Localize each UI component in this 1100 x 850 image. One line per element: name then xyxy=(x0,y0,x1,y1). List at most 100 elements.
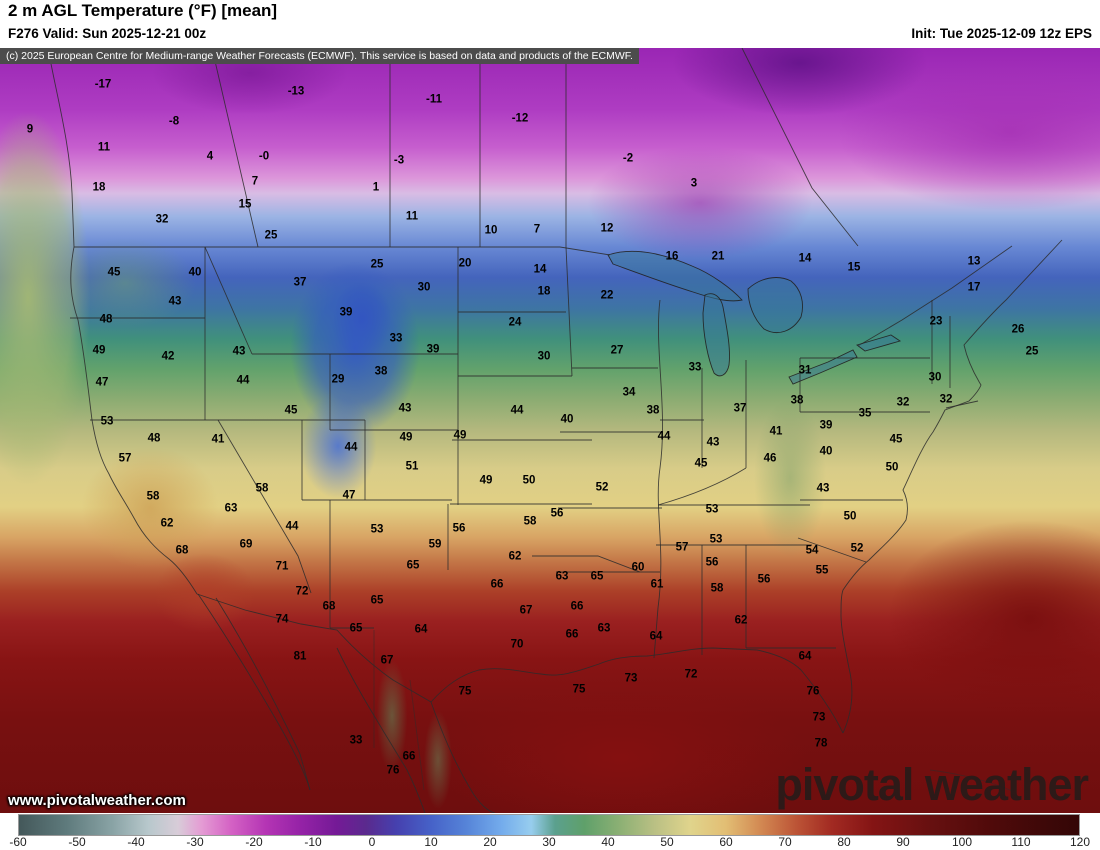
temp-value: 31 xyxy=(798,364,812,377)
temp-value: 73 xyxy=(812,711,826,724)
temp-value: 11 xyxy=(97,141,111,154)
temp-value: 49 xyxy=(92,344,106,357)
colorbar-tick-label: 70 xyxy=(778,835,792,849)
temp-value: 40 xyxy=(560,413,574,426)
temp-value: 47 xyxy=(95,376,109,389)
colorbar-tick-label: 50 xyxy=(660,835,674,849)
temp-value: 65 xyxy=(406,559,420,572)
geo-borders xyxy=(47,48,1063,813)
temp-value: 12 xyxy=(600,222,614,235)
temp-value: 33 xyxy=(389,332,403,345)
temp-value: 81 xyxy=(293,650,307,663)
temp-value: 20 xyxy=(458,257,472,270)
colorbar-tick-label: -10 xyxy=(304,835,322,849)
temp-value: 53 xyxy=(709,533,723,546)
temp-value: 18 xyxy=(92,181,106,194)
temp-value: 32 xyxy=(896,396,910,409)
temp-value: 70 xyxy=(510,638,524,651)
temp-value: 44 xyxy=(285,520,299,533)
temp-value: 75 xyxy=(458,685,472,698)
temp-value: 71 xyxy=(275,560,289,573)
temp-value: 69 xyxy=(239,538,253,551)
temp-value: 44 xyxy=(236,374,250,387)
temp-value: 66 xyxy=(570,600,584,613)
temp-value: 58 xyxy=(146,490,160,503)
map-header: 2 m AGL Temperature (°F) [mean] F276 Val… xyxy=(0,0,1100,48)
temp-value: 25 xyxy=(370,258,384,271)
temp-value: 72 xyxy=(684,668,698,681)
temp-value: 59 xyxy=(428,538,442,551)
temp-value: 25 xyxy=(264,229,278,242)
temp-value: 45 xyxy=(284,404,298,417)
colorbar-tick-label: 10 xyxy=(424,835,438,849)
colorbar-tick-label: 110 xyxy=(1011,835,1031,849)
coastline xyxy=(47,48,1063,792)
temp-value: 56 xyxy=(757,573,771,586)
temp-value: 18 xyxy=(537,285,551,298)
temp-value: 23 xyxy=(929,315,943,328)
temp-value: -13 xyxy=(287,85,305,98)
temp-value: 49 xyxy=(479,474,493,487)
temp-value: 65 xyxy=(590,570,604,583)
temp-value: 32 xyxy=(939,393,953,406)
colorbar-tick-label: 20 xyxy=(483,835,497,849)
temp-value: 40 xyxy=(188,266,202,279)
temp-value: 67 xyxy=(519,604,533,617)
temp-value: 45 xyxy=(889,433,903,446)
temp-value: 58 xyxy=(255,482,269,495)
temp-value: 61 xyxy=(650,578,664,591)
temp-value: 76 xyxy=(386,764,400,777)
temp-value: 52 xyxy=(850,542,864,555)
mexico-borders xyxy=(197,593,496,813)
temp-value: 50 xyxy=(885,461,899,474)
colorbar: -60 -50 -40 -30 -20 -10 0 10 20 30 40 50 60 70 80 90 100… xyxy=(0,813,1100,850)
colorbar-tick-label: 80 xyxy=(837,835,851,849)
temp-value: 66 xyxy=(402,750,416,763)
temp-value: 45 xyxy=(107,266,121,279)
temp-value: 72 xyxy=(295,585,309,598)
colorbar-tick-label: 60 xyxy=(719,835,733,849)
init-time-label: Init: Tue 2025-12-09 12z EPS xyxy=(911,26,1092,41)
temp-value: 40 xyxy=(819,445,833,458)
temp-value: 13 xyxy=(967,255,981,268)
temp-value: 26 xyxy=(1011,323,1025,336)
temp-value: 56 xyxy=(452,522,466,535)
colorbar-tick-label: 90 xyxy=(896,835,910,849)
temp-value: 11 xyxy=(405,210,419,223)
valid-time-label: F276 Valid: Sun 2025-12-21 00z xyxy=(8,26,207,41)
brand-watermark: pivotal weather xyxy=(775,759,1089,810)
temp-value: 16 xyxy=(665,250,679,263)
temp-value: 51 xyxy=(405,460,419,473)
temp-value: 45 xyxy=(694,457,708,470)
temp-value: 3 xyxy=(690,177,698,190)
temp-value: 30 xyxy=(417,281,431,294)
temp-value: 41 xyxy=(769,425,783,438)
temp-value: 14 xyxy=(798,252,812,265)
temp-value: -11 xyxy=(426,93,442,106)
map-title: 2 m AGL Temperature (°F) [mean] xyxy=(8,1,278,20)
temp-value: 44 xyxy=(344,441,358,454)
temp-value: 49 xyxy=(399,431,413,444)
temp-value: 57 xyxy=(675,541,689,554)
temp-value: 46 xyxy=(763,452,777,465)
temp-value: 49 xyxy=(453,429,467,442)
temp-value: 38 xyxy=(374,365,388,378)
temp-value: 37 xyxy=(733,402,747,415)
temp-value: 15 xyxy=(238,198,252,211)
temp-value: 30 xyxy=(928,371,942,384)
temp-value: 48 xyxy=(99,313,113,326)
temp-value: 62 xyxy=(734,614,748,627)
temp-value: 39 xyxy=(426,343,440,356)
colorbar-tick-label: 30 xyxy=(542,835,556,849)
temp-value: 54 xyxy=(805,544,819,557)
temp-value: 39 xyxy=(819,419,833,432)
temp-value: 1 xyxy=(372,181,380,194)
temp-value: 43 xyxy=(398,402,412,415)
temp-value: 43 xyxy=(706,436,720,449)
canada-borders xyxy=(74,48,1013,347)
temp-value: 33 xyxy=(349,734,363,747)
temp-value: 29 xyxy=(331,373,345,386)
temp-value: 37 xyxy=(293,276,307,289)
temp-value: 43 xyxy=(816,482,830,495)
colorbar-tick-label: 0 xyxy=(368,835,376,849)
